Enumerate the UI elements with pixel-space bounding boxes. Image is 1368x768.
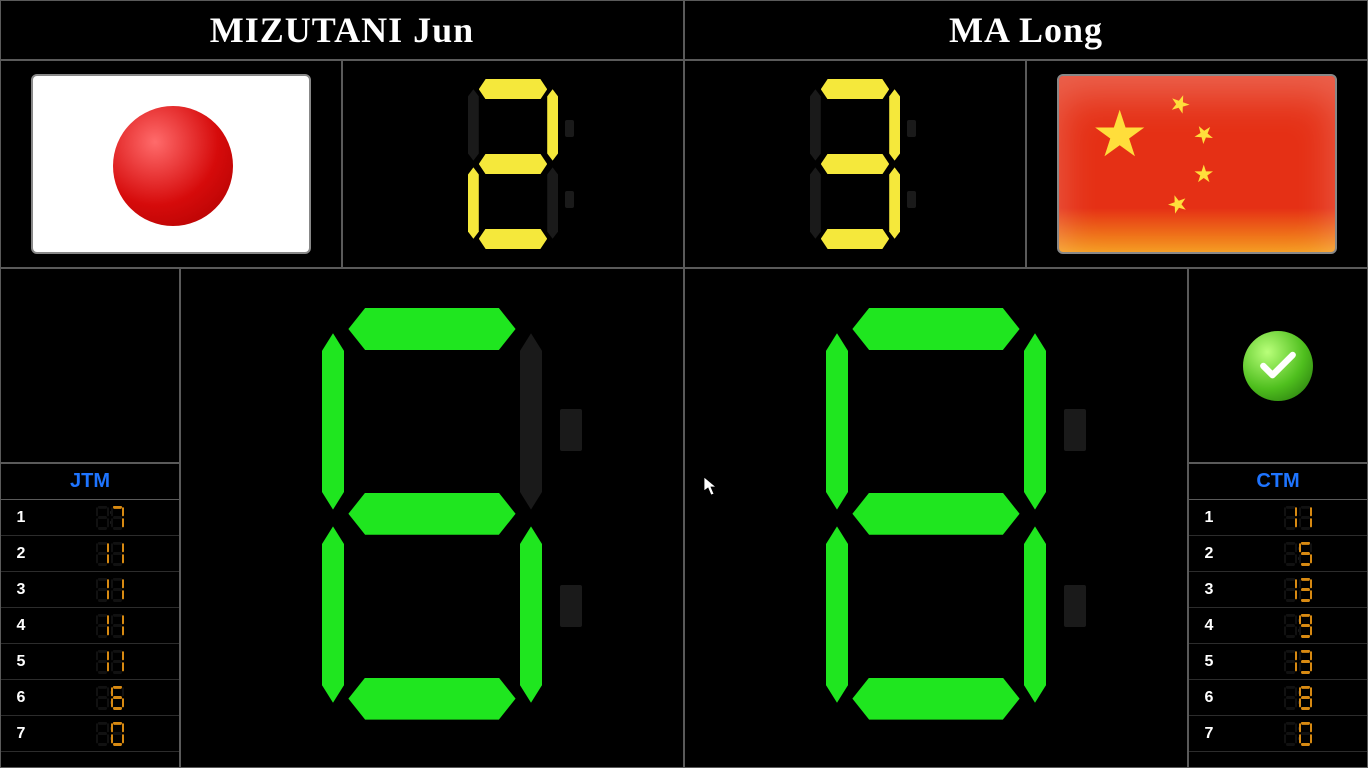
player-left-points-cell[interactable] [180,268,684,768]
history-right-title: CTM [1189,464,1367,500]
row-value [1229,614,1367,638]
table-row: 3 [1,572,179,608]
player-left-flag-cell [0,60,342,268]
table-row: 2 [1,536,179,572]
row-index: 2 [1,545,41,563]
table-row: 4 [1,608,179,644]
serve-indicator-icon [1243,331,1313,401]
row-index: 5 [1,653,41,671]
player-right-sets-cell[interactable] [684,60,1026,268]
player-left-name: MIZUTANI Jun [1,1,683,51]
history-left-rows: 1 2 3 4 5 6 7 [1,500,179,752]
table-row: 5 [1189,644,1367,680]
row-index: 2 [1189,545,1229,563]
row-index: 6 [1189,689,1229,707]
player-left-points [181,269,683,767]
row-index: 1 [1189,509,1229,527]
row-value [1229,650,1367,674]
row-index: 4 [1189,617,1229,635]
row-value [1229,542,1367,566]
table-row: 2 [1189,536,1367,572]
table-row: 7 [1189,716,1367,752]
row-value [41,614,179,638]
row-value [41,542,179,566]
player-right-name: MA Long [685,1,1367,51]
row-index: 4 [1,617,41,635]
china-flag-icon: ★ ★ ★ ★ ★ [1057,74,1337,254]
player-right-indicator-cell [1188,268,1368,463]
table-row: 3 [1189,572,1367,608]
player-right-points [685,269,1187,767]
history-left-title: JTM [1,464,179,500]
row-index: 3 [1189,581,1229,599]
japan-flag-icon [31,74,311,254]
row-index: 6 [1,689,41,707]
table-row: 4 [1189,608,1367,644]
row-value [41,722,179,746]
row-index: 5 [1189,653,1229,671]
player-left-sets-cell[interactable] [342,60,684,268]
row-index: 7 [1,725,41,743]
history-right-rows: 1 2 3 4 5 6 7 [1189,500,1367,752]
row-value [1229,578,1367,602]
scoreboard: MIZUTANI Jun MA Long ★ ★ ★ ★ ★ JTM 1 2 3 4 5… [0,0,1368,768]
table-row: 6 [1,680,179,716]
player-right-points-cell[interactable] [684,268,1188,768]
table-row: 6 [1189,680,1367,716]
player-right-name-cell: MA Long [684,0,1368,60]
row-value [41,578,179,602]
row-value [1229,506,1367,530]
player-left-sets [343,61,683,267]
player-left-indicator-cell [0,268,180,463]
row-value [41,506,179,530]
row-value [41,650,179,674]
table-row: 1 [1,500,179,536]
history-left: JTM 1 2 3 4 5 6 7 [0,463,180,768]
player-left-name-cell: MIZUTANI Jun [0,0,684,60]
row-index: 7 [1189,725,1229,743]
row-value [1229,722,1367,746]
player-right-flag-cell: ★ ★ ★ ★ ★ [1026,60,1368,268]
player-right-sets [685,61,1025,267]
row-index: 1 [1,509,41,527]
table-row: 1 [1189,500,1367,536]
row-value [1229,686,1367,710]
row-index: 3 [1,581,41,599]
table-row: 7 [1,716,179,752]
row-value [41,686,179,710]
table-row: 5 [1,644,179,680]
history-right: CTM 1 2 3 4 5 6 7 [1188,463,1368,768]
